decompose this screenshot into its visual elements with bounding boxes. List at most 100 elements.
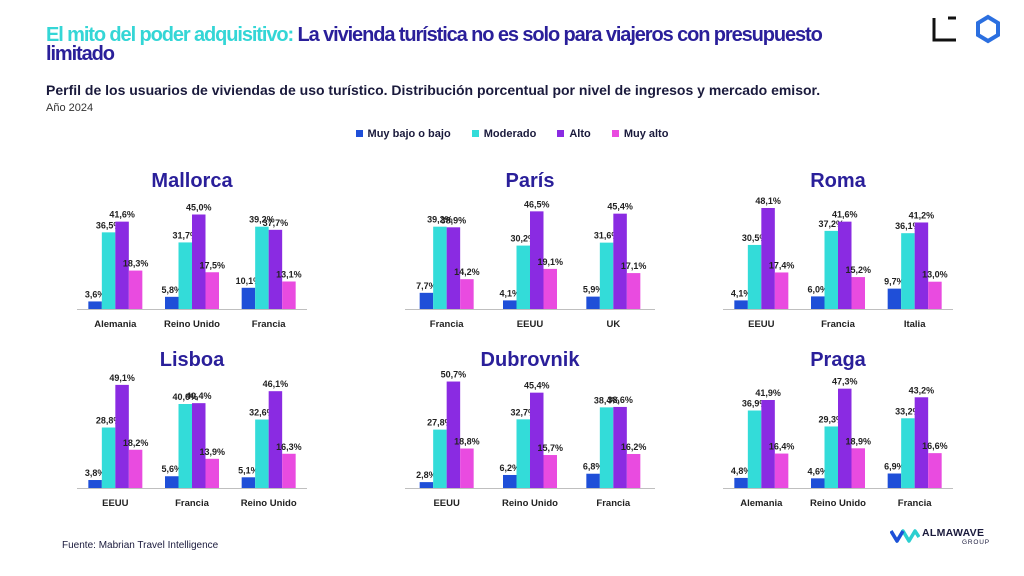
bar — [747, 244, 762, 309]
city-chart: Dubrovnik EEUU 2,8% 27,8% 50,7% 18,8% Reino Un… — [405, 349, 655, 509]
legend-swatch — [471, 130, 479, 137]
brand-name: ALMAWAVE — [922, 527, 985, 539]
chart-subtitle: Perfil de los usuarios de viviendas de u… — [46, 82, 821, 98]
city-chart: París Francia 7,7% 39,2%38,9% 14,2% EEUU 4,1% 3… — [405, 170, 655, 330]
data-label: 39,2% — [249, 215, 275, 225]
bar — [851, 448, 865, 488]
bar — [761, 207, 775, 309]
data-label: 41,9% — [755, 388, 781, 398]
legend-label: Moderado — [483, 128, 537, 140]
chart-legend: Muy bajo o bajo Moderado Alto Muy alto — [0, 128, 1024, 140]
data-label: 10,1% — [236, 276, 262, 286]
bar — [205, 458, 219, 488]
category-label: Alemania — [740, 498, 783, 509]
bar — [282, 281, 296, 309]
bar — [530, 392, 544, 488]
bar — [165, 476, 179, 488]
bar — [115, 384, 129, 488]
slide-title: El mito del poder adquisitivo: La vivien… — [46, 24, 866, 65]
data-label: 17,5% — [199, 260, 225, 270]
legend-item: Muy bajo o bajo — [355, 128, 451, 140]
bar — [734, 300, 748, 309]
bar — [101, 232, 116, 309]
bar — [543, 455, 557, 488]
bar — [460, 448, 474, 488]
bar — [887, 288, 902, 309]
bar — [516, 245, 530, 309]
category-label: EEUU — [748, 319, 775, 330]
title-main: La vivienda turística no es solo para vi… — [46, 24, 823, 65]
category-label: Francia — [596, 498, 631, 509]
data-label: 17,4% — [769, 260, 795, 270]
legend-swatch — [611, 130, 619, 137]
data-label: 46,1% — [263, 379, 289, 389]
city-title: Roma — [810, 170, 866, 192]
bar — [101, 427, 116, 488]
bar — [774, 272, 789, 309]
bar — [824, 426, 838, 488]
bar — [241, 287, 256, 309]
data-label: 40,4% — [186, 391, 212, 401]
bar — [901, 233, 915, 309]
data-label: 32,7% — [510, 407, 536, 417]
bar — [128, 270, 143, 309]
data-label: 6,9% — [884, 462, 905, 472]
bar — [599, 407, 614, 488]
bar — [811, 478, 825, 488]
bar — [928, 281, 942, 309]
data-label: 39,2% — [427, 215, 453, 225]
data-label: 6,2% — [499, 463, 520, 473]
data-label: 27,8% — [427, 418, 453, 428]
data-label: 18,9% — [845, 436, 871, 446]
data-label: 41,6% — [109, 210, 135, 220]
data-label: 32,6% — [249, 408, 275, 418]
data-label: 3,8% — [85, 468, 106, 478]
data-label: 38,6% — [607, 395, 633, 405]
data-label: 38,9% — [441, 215, 467, 225]
data-label: 28,8% — [96, 416, 122, 426]
category-label: Francia — [898, 498, 933, 509]
data-label: 43,2% — [909, 385, 935, 395]
brand-logo: ALMAWAVE GROUP — [890, 524, 1000, 550]
bar — [838, 388, 852, 488]
data-label: 40,0% — [172, 392, 198, 402]
category-label: Reino Unido — [810, 498, 866, 509]
bar — [761, 400, 775, 488]
data-label: 4,1% — [731, 288, 752, 298]
bar — [914, 222, 929, 309]
bar — [419, 482, 434, 488]
bar — [851, 277, 865, 309]
bar — [460, 279, 474, 309]
bar — [503, 300, 517, 309]
data-label: 13,1% — [276, 269, 302, 279]
city-chart: Roma EEUU 4,1% 30,5% 48,1% 17,4% Francia 6,0% 37… — [723, 170, 953, 330]
bar — [446, 227, 461, 309]
data-label: 41,6% — [832, 210, 858, 220]
title-highlight: El mito del poder adquisitivo: — [46, 24, 294, 46]
data-label: 13,9% — [199, 447, 225, 457]
data-label: 30,2% — [510, 234, 536, 244]
data-label: 13,0% — [922, 270, 948, 280]
data-label: 3,6% — [85, 289, 106, 299]
bar — [599, 242, 614, 309]
data-label: 5,8% — [161, 285, 182, 295]
bar — [503, 474, 517, 488]
city-title: Dubrovnik — [481, 349, 581, 371]
legend-swatch — [557, 130, 565, 137]
bar — [419, 292, 434, 309]
category-label: Alemania — [94, 319, 137, 330]
bar — [255, 226, 269, 309]
bar — [613, 406, 627, 488]
data-label: 31,7% — [172, 230, 198, 240]
data-label: 18,3% — [123, 259, 149, 269]
bar — [128, 449, 143, 488]
category-label: EEUU — [102, 498, 129, 509]
data-label: 37,7% — [263, 218, 289, 228]
legend-item: Muy alto — [611, 128, 668, 140]
bar — [774, 453, 789, 488]
data-label: 29,3% — [818, 414, 844, 424]
data-label: 18,8% — [454, 437, 480, 447]
bar — [192, 214, 206, 309]
data-label: 48,1% — [755, 196, 781, 206]
category-label: EEUU — [433, 498, 460, 509]
